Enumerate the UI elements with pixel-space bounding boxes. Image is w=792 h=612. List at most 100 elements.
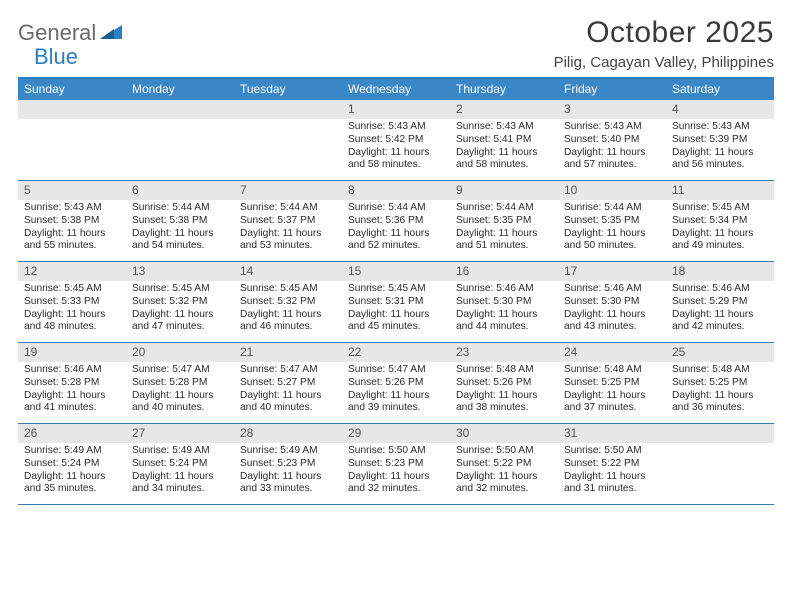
calendar-cell: 4Sunrise: 5:43 AMSunset: 5:39 PMDaylight… (666, 100, 774, 180)
day-info: Sunrise: 5:47 AMSunset: 5:27 PMDaylight:… (234, 362, 342, 419)
day-sunrise: Sunrise: 5:45 AM (348, 283, 444, 296)
day-number: 3 (558, 100, 666, 119)
day-number: 20 (126, 343, 234, 362)
brand-word2: Blue (34, 44, 78, 69)
day-day2: and 39 minutes. (348, 402, 444, 415)
day-info: Sunrise: 5:48 AMSunset: 5:25 PMDaylight:… (558, 362, 666, 419)
day-info: Sunrise: 5:49 AMSunset: 5:24 PMDaylight:… (18, 443, 126, 500)
day-sunrise: Sunrise: 5:47 AM (348, 364, 444, 377)
day-day2: and 40 minutes. (132, 402, 228, 415)
month-title: October 2025 (554, 16, 774, 50)
calendar-cell: 5Sunrise: 5:43 AMSunset: 5:38 PMDaylight… (18, 181, 126, 261)
day-day1: Daylight: 11 hours (132, 471, 228, 484)
day-number: 13 (126, 262, 234, 281)
calendar-cell-blank (666, 424, 774, 504)
day-sunset: Sunset: 5:24 PM (132, 458, 228, 471)
day-day1: Daylight: 11 hours (24, 390, 120, 403)
day-sunrise: Sunrise: 5:43 AM (348, 121, 444, 134)
day-sunset: Sunset: 5:24 PM (24, 458, 120, 471)
day-day1: Daylight: 11 hours (348, 228, 444, 241)
calendar-cell: 8Sunrise: 5:44 AMSunset: 5:36 PMDaylight… (342, 181, 450, 261)
day-sunset: Sunset: 5:23 PM (240, 458, 336, 471)
day-sunset: Sunset: 5:41 PM (456, 134, 552, 147)
calendar-cell: 11Sunrise: 5:45 AMSunset: 5:34 PMDayligh… (666, 181, 774, 261)
day-day2: and 40 minutes. (240, 402, 336, 415)
day-day2: and 32 minutes. (456, 483, 552, 496)
day-info: Sunrise: 5:50 AMSunset: 5:23 PMDaylight:… (342, 443, 450, 500)
day-info: Sunrise: 5:43 AMSunset: 5:41 PMDaylight:… (450, 119, 558, 176)
day-day1: Daylight: 11 hours (348, 390, 444, 403)
day-day1: Daylight: 11 hours (24, 471, 120, 484)
day-sunset: Sunset: 5:39 PM (672, 134, 768, 147)
day-info: Sunrise: 5:49 AMSunset: 5:24 PMDaylight:… (126, 443, 234, 500)
day-sunrise: Sunrise: 5:44 AM (456, 202, 552, 215)
calendar-cell: 15Sunrise: 5:45 AMSunset: 5:31 PMDayligh… (342, 262, 450, 342)
day-sunset: Sunset: 5:29 PM (672, 296, 768, 309)
brand-logo: General (18, 20, 124, 46)
day-number: 19 (18, 343, 126, 362)
day-info: Sunrise: 5:44 AMSunset: 5:38 PMDaylight:… (126, 200, 234, 257)
calendar-cell: 21Sunrise: 5:47 AMSunset: 5:27 PMDayligh… (234, 343, 342, 423)
calendar-week: 26Sunrise: 5:49 AMSunset: 5:24 PMDayligh… (18, 424, 774, 505)
calendar-cell-blank (126, 100, 234, 180)
calendar-cell: 29Sunrise: 5:50 AMSunset: 5:23 PMDayligh… (342, 424, 450, 504)
day-sunset: Sunset: 5:25 PM (672, 377, 768, 390)
day-sunrise: Sunrise: 5:45 AM (240, 283, 336, 296)
day-info: Sunrise: 5:43 AMSunset: 5:40 PMDaylight:… (558, 119, 666, 176)
dayname-header-row: Sunday Monday Tuesday Wednesday Thursday… (18, 79, 774, 100)
dayname-thu: Thursday (450, 79, 558, 100)
day-day1: Daylight: 11 hours (564, 309, 660, 322)
day-day1: Daylight: 11 hours (348, 309, 444, 322)
calendar-cell: 17Sunrise: 5:46 AMSunset: 5:30 PMDayligh… (558, 262, 666, 342)
page-header: General October 2025 Pilig, Cagayan Vall… (18, 16, 774, 71)
day-number: 9 (450, 181, 558, 200)
day-sunrise: Sunrise: 5:46 AM (456, 283, 552, 296)
day-info: Sunrise: 5:46 AMSunset: 5:29 PMDaylight:… (666, 281, 774, 338)
calendar-week: 12Sunrise: 5:45 AMSunset: 5:33 PMDayligh… (18, 262, 774, 343)
day-sunset: Sunset: 5:25 PM (564, 377, 660, 390)
dayname-mon: Monday (126, 79, 234, 100)
day-sunrise: Sunrise: 5:49 AM (24, 445, 120, 458)
day-day1: Daylight: 11 hours (456, 147, 552, 160)
day-number: 2 (450, 100, 558, 119)
day-sunrise: Sunrise: 5:46 AM (564, 283, 660, 296)
day-day1: Daylight: 11 hours (672, 228, 768, 241)
day-sunset: Sunset: 5:42 PM (348, 134, 444, 147)
calendar-cell: 31Sunrise: 5:50 AMSunset: 5:22 PMDayligh… (558, 424, 666, 504)
day-number: 23 (450, 343, 558, 362)
day-info: Sunrise: 5:43 AMSunset: 5:42 PMDaylight:… (342, 119, 450, 176)
day-info: Sunrise: 5:45 AMSunset: 5:32 PMDaylight:… (126, 281, 234, 338)
day-number (234, 100, 342, 119)
calendar-cell: 19Sunrise: 5:46 AMSunset: 5:28 PMDayligh… (18, 343, 126, 423)
day-day2: and 58 minutes. (456, 159, 552, 172)
day-sunrise: Sunrise: 5:43 AM (564, 121, 660, 134)
day-info: Sunrise: 5:43 AMSunset: 5:39 PMDaylight:… (666, 119, 774, 176)
day-day1: Daylight: 11 hours (240, 309, 336, 322)
day-sunset: Sunset: 5:35 PM (456, 215, 552, 228)
calendar-cell: 25Sunrise: 5:48 AMSunset: 5:25 PMDayligh… (666, 343, 774, 423)
day-number: 12 (18, 262, 126, 281)
day-day1: Daylight: 11 hours (456, 228, 552, 241)
calendar-table: Sunday Monday Tuesday Wednesday Thursday… (18, 77, 774, 505)
day-day1: Daylight: 11 hours (564, 147, 660, 160)
day-sunrise: Sunrise: 5:45 AM (672, 202, 768, 215)
day-info: Sunrise: 5:49 AMSunset: 5:23 PMDaylight:… (234, 443, 342, 500)
day-number: 21 (234, 343, 342, 362)
day-sunrise: Sunrise: 5:47 AM (132, 364, 228, 377)
day-sunrise: Sunrise: 5:44 AM (348, 202, 444, 215)
day-info: Sunrise: 5:45 AMSunset: 5:33 PMDaylight:… (18, 281, 126, 338)
day-sunrise: Sunrise: 5:48 AM (456, 364, 552, 377)
day-day2: and 56 minutes. (672, 159, 768, 172)
day-info: Sunrise: 5:44 AMSunset: 5:37 PMDaylight:… (234, 200, 342, 257)
day-number: 11 (666, 181, 774, 200)
day-info: Sunrise: 5:44 AMSunset: 5:35 PMDaylight:… (450, 200, 558, 257)
day-number: 1 (342, 100, 450, 119)
day-sunset: Sunset: 5:28 PM (132, 377, 228, 390)
day-sunrise: Sunrise: 5:45 AM (132, 283, 228, 296)
calendar-cell: 2Sunrise: 5:43 AMSunset: 5:41 PMDaylight… (450, 100, 558, 180)
day-number: 28 (234, 424, 342, 443)
day-sunset: Sunset: 5:26 PM (348, 377, 444, 390)
day-sunrise: Sunrise: 5:44 AM (240, 202, 336, 215)
day-day2: and 44 minutes. (456, 321, 552, 334)
day-day1: Daylight: 11 hours (456, 309, 552, 322)
